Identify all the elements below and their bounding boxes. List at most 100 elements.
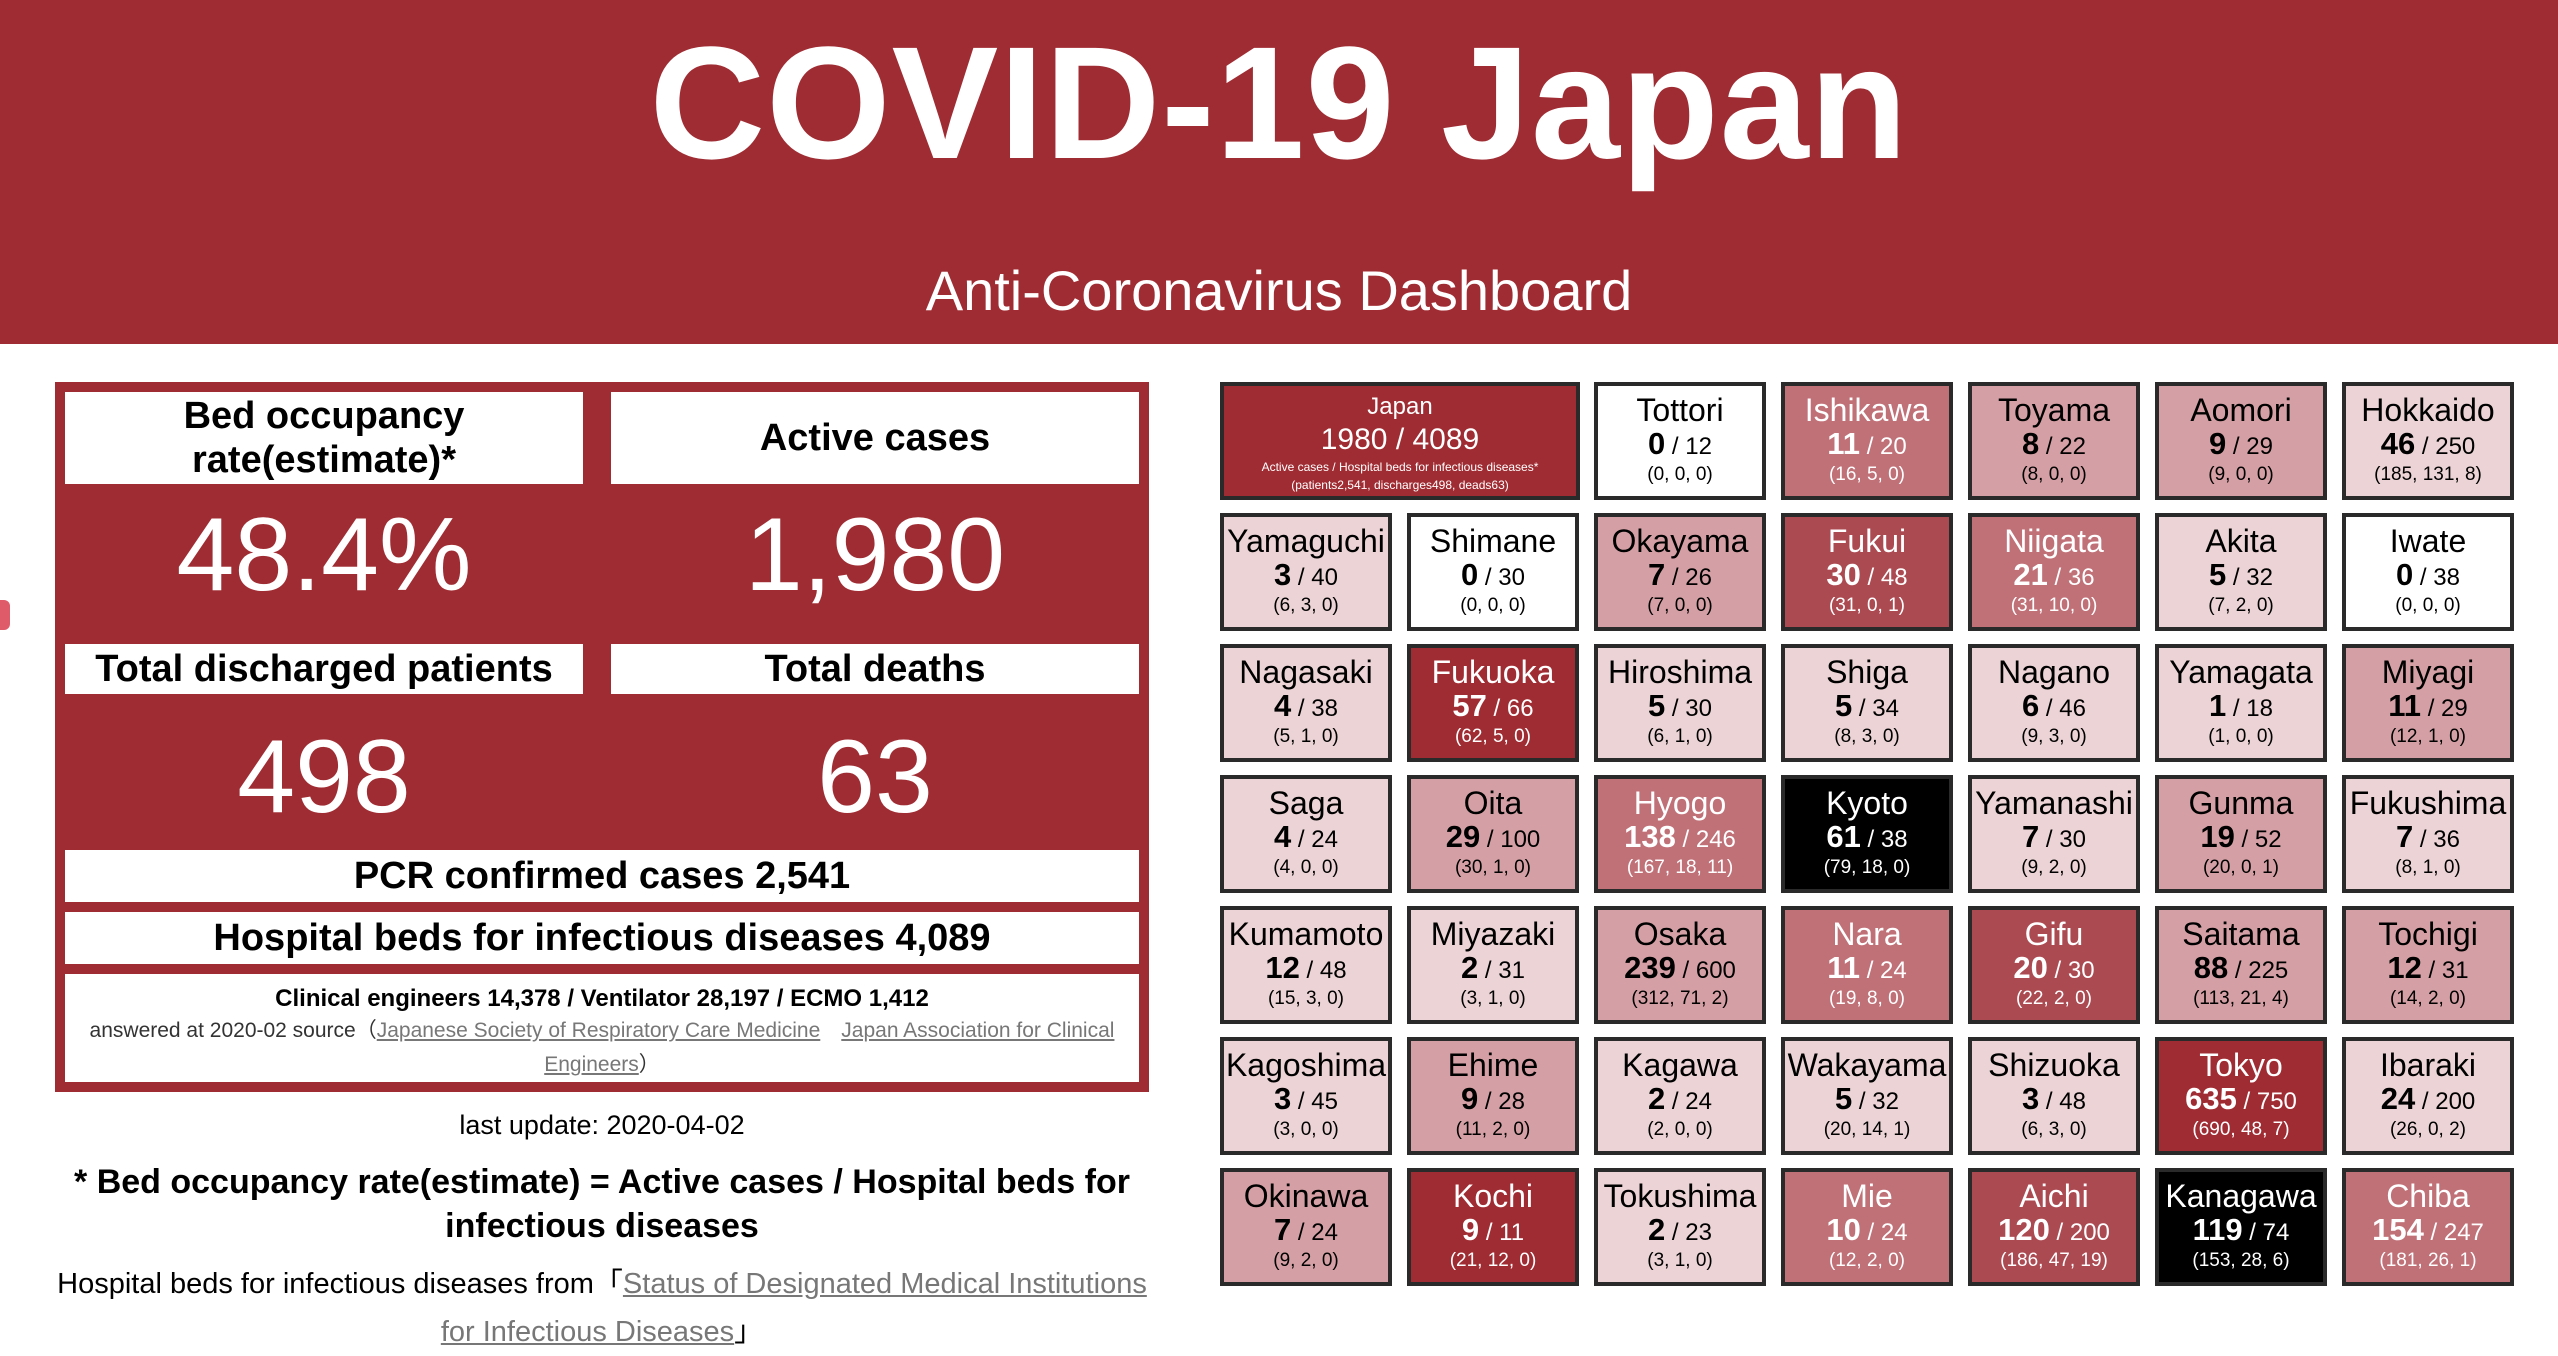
prefecture-tile-fukuoka[interactable]: Fukuoka 57 / 66 (62, 5, 0) (1407, 644, 1579, 762)
prefecture-value: 30 / 48 (1826, 557, 1908, 592)
prefecture-tile-saitama[interactable]: Saitama 88 / 225 (113, 21, 4) (2155, 906, 2327, 1024)
prefecture-name: Okinawa (1243, 1178, 1369, 1214)
prefecture-tile-aichi[interactable]: Aichi 120 / 200 (186, 47, 19) (1968, 1168, 2140, 1286)
prefecture-tile-shimane[interactable]: Shimane 0 / 30 (0, 0, 0) (1407, 513, 1579, 631)
prefecture-value: 20 / 30 (2013, 950, 2095, 985)
prefecture-value: 5 / 32 (2209, 557, 2273, 592)
prefecture-tile-fukushima[interactable]: Fukushima 7 / 36 (8, 1, 0) (2342, 775, 2514, 893)
prefecture-tile-osaka[interactable]: Osaka 239 / 600 (312, 71, 2) (1594, 906, 1766, 1024)
hospital-beds: 246 (1695, 826, 1736, 853)
prefecture-name: Tottori (1636, 392, 1724, 428)
prefecture-name: Aomori (2190, 392, 2292, 428)
prefecture-tile-tokyo[interactable]: Tokyo 635 / 750 (690, 48, 7) (2155, 1037, 2327, 1155)
prefecture-tile-fukui[interactable]: Fukui 30 / 48 (31, 0, 1) (1781, 513, 1953, 631)
prefecture-tile-gunma[interactable]: Gunma 19 / 52 (20, 0, 1) (2155, 775, 2327, 893)
discharged-label: Total discharged patients (65, 644, 583, 694)
prefecture-tile-toyama[interactable]: Toyama 8 / 22 (8, 0, 0) (1968, 382, 2140, 500)
prefecture-detail: (4, 0, 0) (1273, 857, 1339, 878)
prefecture-detail: (9, 0, 0) (2208, 464, 2274, 485)
active-cases: 11 (1827, 950, 1861, 985)
prefecture-name: Wakayama (1787, 1047, 1947, 1083)
designated-institutions-link[interactable]: Status of Designated Medical Institution… (440, 1268, 1147, 1348)
prefecture-tile-nagano[interactable]: Nagano 6 / 46 (9, 3, 0) (1968, 644, 2140, 762)
prefecture-value: 10 / 24 (1826, 1212, 1908, 1247)
prefecture-tile-miyazaki[interactable]: Miyazaki 2 / 31 (3, 1, 0) (1407, 906, 1579, 1024)
prefecture-tile-tochigi[interactable]: Tochigi 12 / 31 (14, 2, 0) (2342, 906, 2514, 1024)
prefecture-tile-yamagata[interactable]: Yamagata 1 / 18 (1, 0, 0) (2155, 644, 2327, 762)
prefecture-tile-wakayama[interactable]: Wakayama 5 / 32 (20, 14, 1) (1781, 1037, 1953, 1155)
prefecture-tile-hyogo[interactable]: Hyogo 138 / 246 (167, 18, 11) (1594, 775, 1766, 893)
prefecture-name: Tokyo (2199, 1047, 2283, 1083)
japan-total-tile[interactable]: Japan 1980 / 4089 Active cases / Hospita… (1220, 382, 1580, 500)
prefecture-name: Okayama (1611, 523, 1749, 559)
prefecture-tile-tokushima[interactable]: Tokushima 2 / 23 (3, 1, 0) (1594, 1168, 1766, 1286)
active-cases: 10 (1826, 1212, 1861, 1247)
prefecture-tile-okinawa[interactable]: Okinawa 7 / 24 (9, 2, 0) (1220, 1168, 1392, 1286)
prefecture-tile-kochi[interactable]: Kochi 9 / 11 (21, 12, 0) (1407, 1168, 1579, 1286)
prefecture-tile-chiba[interactable]: Chiba 154 / 247 (181, 26, 1) (2342, 1168, 2514, 1286)
prefecture-tile-tottori[interactable]: Tottori 0 / 12 (0, 0, 0) (1594, 382, 1766, 500)
prefecture-tile-gifu[interactable]: Gifu 20 / 30 (22, 2, 0) (1968, 906, 2140, 1024)
prefecture-tile-yamanashi[interactable]: Yamanashi 7 / 30 (9, 2, 0) (1968, 775, 2140, 893)
prefecture-name: Iwate (2389, 523, 2467, 559)
prefecture-tile-ishikawa[interactable]: Ishikawa 11 / 20 (16, 5, 0) (1781, 382, 1953, 500)
prefecture-tile-miyagi[interactable]: Miyagi 11 / 29 (12, 1, 0) (2342, 644, 2514, 762)
prefecture-tile-okayama[interactable]: Okayama 7 / 26 (7, 0, 0) (1594, 513, 1766, 631)
prefecture-tile-mie[interactable]: Mie 10 / 24 (12, 2, 0) (1781, 1168, 1953, 1286)
prefecture-tile-kagoshima[interactable]: Kagoshima 3 / 45 (3, 0, 0) (1220, 1037, 1392, 1155)
active-cases: 2 (1461, 950, 1479, 985)
prefecture-tile-kyoto[interactable]: Kyoto 61 / 38 (79, 18, 0) (1781, 775, 1953, 893)
prefecture-tile-yamaguchi[interactable]: Yamaguchi 3 / 40 (6, 3, 0) (1220, 513, 1392, 631)
hospital-beds: 750 (2256, 1088, 2297, 1115)
hospital-beds: 12 (1685, 433, 1712, 460)
active-cases: 120 (1998, 1212, 2050, 1247)
prefecture-tile-hiroshima[interactable]: Hiroshima 5 / 30 (6, 1, 0) (1594, 644, 1766, 762)
prefecture-tile-shizuoka[interactable]: Shizuoka 3 / 48 (6, 3, 0) (1968, 1037, 2140, 1155)
prefecture-tile-kumamoto[interactable]: Kumamoto 12 / 48 (15, 3, 0) (1220, 906, 1392, 1024)
prefecture-tile-kagawa[interactable]: Kagawa 2 / 24 (2, 0, 0) (1594, 1037, 1766, 1155)
prefecture-tile-oita[interactable]: Oita 29 / 100 (30, 1, 0) (1407, 775, 1579, 893)
clinical-info-box: Clinical engineers 14,378 / Ventilator 2… (65, 974, 1139, 1082)
prefecture-tile-iwate[interactable]: Iwate 0 / 38 (0, 0, 0) (2342, 513, 2514, 631)
jsrcm-link[interactable]: Japanese Society of Respiratory Care Med… (376, 1019, 821, 1042)
prefecture-name: Kagoshima (1225, 1047, 1387, 1083)
prefecture-tile-ibaraki[interactable]: Ibaraki 24 / 200 (26, 0, 2) (2342, 1037, 2514, 1155)
prefecture-detail: (9, 2, 0) (1273, 1250, 1339, 1271)
prefecture-tile-nagasaki[interactable]: Nagasaki 4 / 38 (5, 1, 0) (1220, 644, 1392, 762)
prefecture-detail: (3, 1, 0) (1460, 988, 1526, 1009)
active-cases: 239 (1624, 950, 1676, 985)
prefecture-name: Shiga (1826, 654, 1908, 690)
prefecture-name: Nagano (1997, 654, 2111, 690)
discharged-value: 498 (237, 719, 411, 835)
prefecture-tile-niigata[interactable]: Niigata 21 / 36 (31, 10, 0) (1968, 513, 2140, 631)
hospital-beds: 32 (1872, 1088, 1899, 1115)
prefecture-name: Fukuoka (1431, 654, 1555, 690)
prefecture-name: Ehime (1447, 1047, 1539, 1083)
prefecture-tile-aomori[interactable]: Aomori 9 / 29 (9, 0, 0) (2155, 382, 2327, 500)
edge-tab (0, 600, 10, 630)
prefecture-detail: (31, 10, 0) (2010, 595, 2098, 616)
prefecture-name: Yamaguchi (1227, 523, 1385, 559)
hospital-beds: 34 (1872, 695, 1899, 722)
jace-link[interactable]: Japan Association for Clinical Engineers (544, 1019, 1115, 1076)
active-cases: 5 (2209, 557, 2227, 592)
hospital-beds: 225 (2248, 957, 2289, 984)
prefecture-tile-kanagawa[interactable]: Kanagawa 119 / 74 (153, 28, 6) (2155, 1168, 2327, 1286)
prefecture-tile-saga[interactable]: Saga 4 / 24 (4, 0, 0) (1220, 775, 1392, 893)
active-cases: 11 (1827, 426, 1861, 461)
prefecture-tile-hokkaido[interactable]: Hokkaido 46 / 250 (185, 131, 8) (2342, 382, 2514, 500)
prefecture-tile-akita[interactable]: Akita 5 / 32 (7, 2, 0) (2155, 513, 2327, 631)
prefecture-name: Oita (1463, 785, 1523, 821)
prefecture-detail: (12, 2, 0) (1828, 1250, 1906, 1271)
prefecture-tile-shiga[interactable]: Shiga 5 / 34 (8, 3, 0) (1781, 644, 1953, 762)
prefecture-value: 2 / 23 (1648, 1212, 1712, 1247)
active-cases: 61 (1826, 819, 1861, 854)
prefecture-tile-ehime[interactable]: Ehime 9 / 28 (11, 2, 0) (1407, 1037, 1579, 1155)
hospital-beds: 46 (2059, 695, 2086, 722)
hospital-beds: 22 (2059, 433, 2086, 460)
hospital-beds-total: Hospital beds for infectious diseases 4,… (65, 912, 1139, 964)
prefecture-name: Gifu (2024, 916, 2084, 952)
prefecture-value: 12 / 48 (1265, 950, 1347, 985)
prefecture-tile-nara[interactable]: Nara 11 / 24 (19, 8, 0) (1781, 906, 1953, 1024)
hospital-beds: 29 (2246, 433, 2273, 460)
